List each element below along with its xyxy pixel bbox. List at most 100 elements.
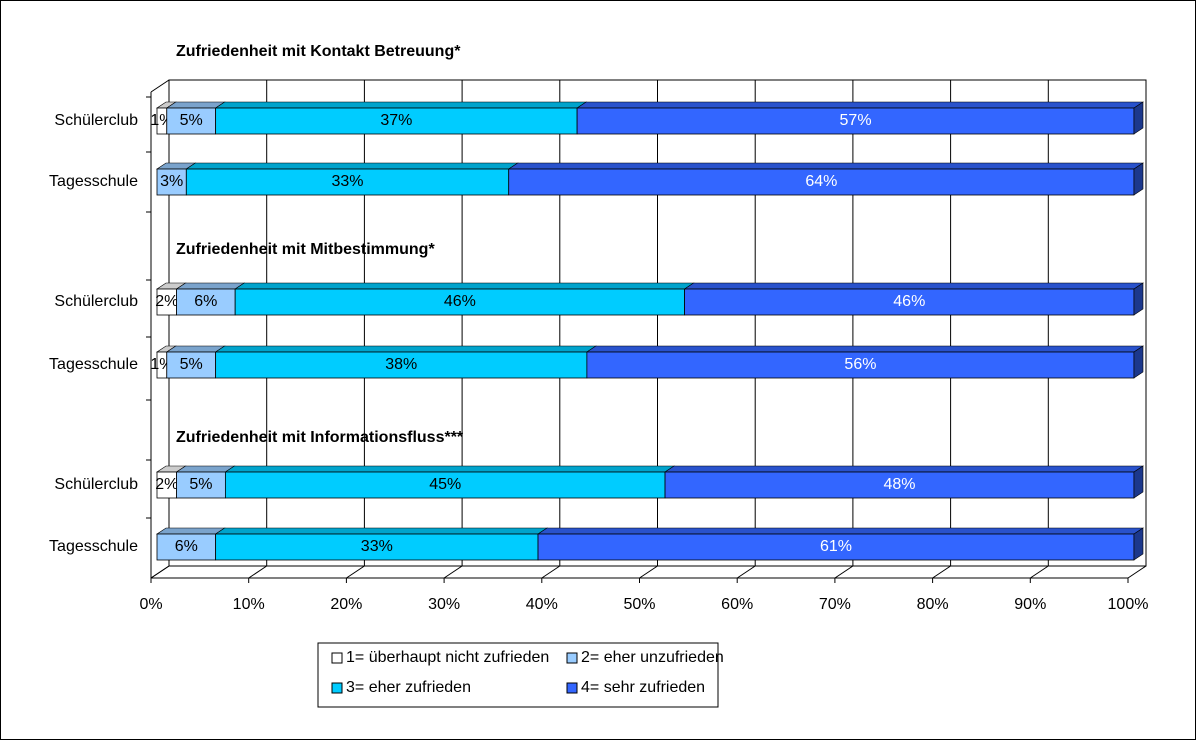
data-label: 2% (155, 293, 178, 310)
group-title: Zufriedenheit mit Kontakt Betreuung* (176, 43, 461, 60)
bar-top (234, 282, 695, 290)
x-tick-label: 20% (330, 596, 362, 613)
bar (185, 168, 510, 196)
data-label: 46% (444, 293, 476, 310)
group-title: Zufriedenheit mit Mitbestimmung* (176, 241, 435, 258)
bar-top (585, 345, 1144, 353)
data-label: 33% (331, 173, 363, 190)
bar-top (537, 527, 1144, 535)
bar-top (214, 101, 588, 109)
grid-line (1127, 565, 1147, 579)
bar-top (156, 527, 226, 535)
legend-label: 2= eher unzufrieden (581, 649, 724, 666)
bar-top (683, 282, 1144, 290)
data-label: 2% (155, 476, 178, 493)
data-label: 6% (175, 538, 198, 555)
bar-top (165, 345, 226, 353)
data-label: 5% (189, 476, 212, 493)
data-label: 46% (893, 293, 925, 310)
group-title: Zufriedenheit mit Informationsfluss*** (176, 429, 464, 446)
data-label: 37% (380, 112, 412, 129)
bar (166, 107, 217, 135)
bar (537, 533, 1135, 561)
x-tick-label: 100% (1108, 596, 1149, 613)
bar (664, 471, 1135, 499)
bar-side (1133, 282, 1144, 316)
bar (166, 351, 217, 379)
data-label: 3% (160, 173, 183, 190)
x-tick-label: 80% (917, 596, 949, 613)
bar-top (214, 345, 597, 353)
data-label: 6% (194, 293, 217, 310)
grid-line (150, 565, 170, 579)
legend-swatch (566, 682, 578, 694)
bar-top (165, 101, 226, 109)
side-edge (150, 79, 170, 93)
x-tick-label: 90% (1014, 596, 1046, 613)
grid-line (443, 565, 463, 579)
bar (215, 533, 539, 561)
bar-top (214, 527, 549, 535)
bar-side (1133, 162, 1144, 196)
bar-top (175, 465, 236, 473)
data-label: 56% (844, 356, 876, 373)
y-tick-label: Tagesschule (49, 356, 138, 373)
bar (176, 471, 226, 499)
grid-line (346, 565, 365, 579)
data-label: 48% (884, 476, 916, 493)
legend-swatch (566, 652, 578, 664)
y-tick-label: Schülerclub (54, 112, 138, 129)
bar (215, 351, 588, 379)
grid-line (736, 565, 756, 579)
bar (215, 107, 578, 135)
y-tick-label: Tagesschule (49, 173, 138, 190)
data-label: 5% (180, 112, 203, 129)
bar-top (175, 282, 246, 290)
grid-line (248, 565, 267, 579)
bar (576, 107, 1135, 135)
legend-label: 4= sehr zufrieden (581, 679, 705, 696)
legend-swatch (331, 682, 343, 694)
bar (234, 288, 685, 316)
bar-side (1133, 465, 1144, 499)
legend-label: 3= eher zufrieden (346, 679, 471, 696)
grid-line (932, 565, 951, 579)
data-label: 38% (385, 356, 417, 373)
grid-line (834, 565, 854, 579)
bar-side (1133, 101, 1144, 135)
legend-label: 1= überhaupt nicht zufrieden (346, 649, 549, 666)
y-tick-label: Schülerclub (54, 293, 138, 310)
data-label: 57% (840, 112, 872, 129)
bar-top (224, 465, 676, 473)
x-tick-label: 60% (721, 596, 753, 613)
bar-top (185, 162, 519, 170)
x-tick-label: 50% (623, 596, 655, 613)
data-label: 61% (820, 538, 852, 555)
bar-top (576, 101, 1144, 109)
grid-line (541, 565, 561, 579)
bar (508, 168, 1135, 196)
data-label: 33% (361, 538, 393, 555)
bar-side (1133, 527, 1144, 561)
legend-swatch (331, 652, 343, 664)
bar-top (664, 465, 1144, 473)
grid-line (1030, 565, 1049, 579)
data-label: 45% (429, 476, 461, 493)
data-label: 5% (180, 356, 203, 373)
bar (684, 288, 1135, 316)
y-tick-label: Tagesschule (49, 538, 138, 555)
bar (156, 168, 187, 196)
x-tick-label: 70% (819, 596, 851, 613)
x-tick-label: 10% (233, 596, 265, 613)
grid-line (639, 565, 658, 579)
bar-top (507, 162, 1144, 170)
x-tick-label: 40% (526, 596, 558, 613)
data-label: 64% (805, 173, 837, 190)
x-tick-label: 30% (428, 596, 460, 613)
bar-side (1133, 345, 1144, 379)
y-tick-label: Schülerclub (54, 476, 138, 493)
x-tick-label: 0% (139, 596, 162, 613)
bar (586, 351, 1135, 379)
bar (176, 288, 236, 316)
